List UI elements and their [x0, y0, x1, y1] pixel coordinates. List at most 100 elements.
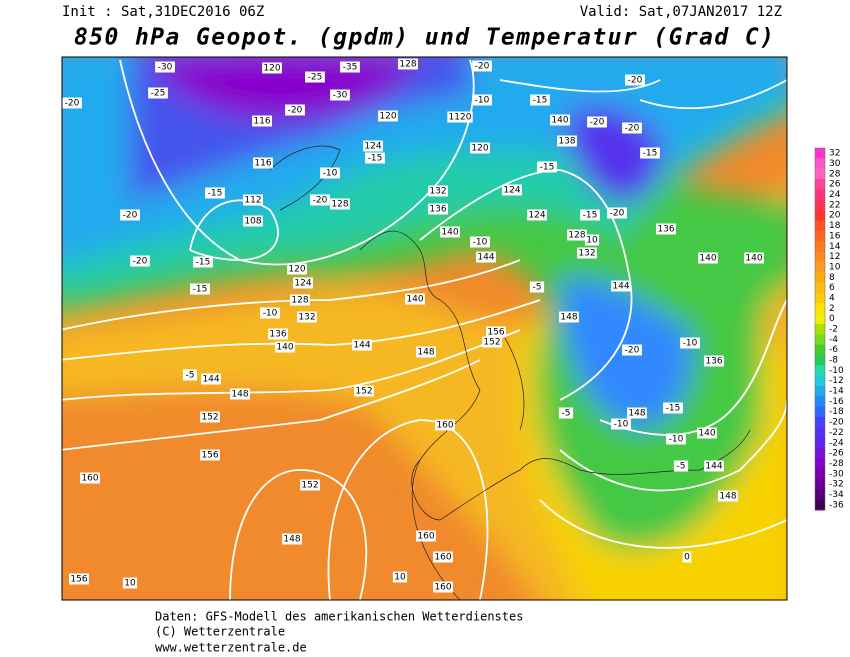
colorbar-swatch	[815, 189, 825, 201]
contour-label: 152	[355, 387, 372, 397]
contour-label-box	[416, 530, 436, 542]
contour-label: -10	[263, 309, 278, 319]
contour-label: 120	[379, 112, 396, 122]
isolines	[62, 59, 787, 600]
contour-label-box	[704, 355, 724, 367]
contour-label-box	[470, 142, 490, 154]
contour-label: 10	[586, 236, 598, 246]
contour-label-box	[378, 110, 398, 122]
colorbar-label: -4	[829, 335, 838, 345]
colorbar-label: -2	[829, 325, 838, 335]
contour-label: -15	[583, 211, 598, 221]
contour-label-box	[182, 369, 198, 381]
contour-label-box	[340, 61, 360, 73]
contour-label-box	[305, 71, 325, 83]
colorbar-swatch	[815, 396, 825, 408]
contour-label: -20	[288, 106, 303, 116]
contour-label: 140	[698, 429, 715, 439]
contour-label: 136	[429, 205, 446, 215]
contour-label: -20	[65, 99, 80, 109]
contour-label-box	[486, 326, 506, 338]
contour-label: 136	[657, 225, 674, 235]
contour-label-box	[663, 402, 683, 414]
footer-source: Daten: GFS-Modell des amerikanischen Wet…	[155, 610, 523, 624]
contour-label-box	[698, 252, 718, 264]
contour-label-box	[287, 263, 307, 275]
colorbar-label: 24	[829, 190, 841, 200]
contour-label-box	[405, 293, 425, 305]
footer-url: www.wetterzentrale.de	[155, 641, 307, 655]
contour-label: -10	[323, 169, 338, 179]
colorbar-label: 30	[829, 159, 841, 169]
init-time: Init : Sat,31DEC2016 06Z	[62, 4, 264, 20]
contour-label-box	[640, 147, 660, 159]
contour-label: 124	[528, 211, 545, 221]
contour-label: 108	[244, 217, 261, 227]
contour-label: -15	[368, 154, 383, 164]
colorbar-swatch	[815, 427, 825, 439]
contour-label: -5	[677, 462, 686, 472]
colorbar-swatch	[815, 251, 825, 263]
contour-label-box	[472, 60, 492, 72]
contour-label: 136	[705, 357, 722, 367]
contour-label: -20	[133, 257, 148, 267]
colorbar-label: 2	[829, 304, 835, 314]
contour-label-box	[447, 111, 473, 123]
contour-label-box	[470, 236, 490, 248]
contour-label: 136	[269, 330, 286, 340]
contour-label-box	[529, 281, 545, 293]
contour-label: 148	[417, 348, 434, 358]
contour-label: 124	[503, 186, 520, 196]
contour-label-box	[320, 167, 340, 179]
contour-label-box	[243, 215, 263, 227]
colorbar-label: 14	[829, 242, 841, 252]
colorbar-label: -32	[829, 480, 844, 490]
contour-label: -10	[473, 238, 488, 248]
colorbar-swatch	[815, 375, 825, 387]
contour-label: -30	[158, 63, 173, 73]
contour-label-box	[680, 337, 700, 349]
contour-label-box	[577, 247, 597, 259]
colorbar-swatch	[815, 292, 825, 304]
contour-label: 152	[301, 481, 318, 491]
contour-label-box	[275, 341, 295, 353]
contour-label-box	[155, 61, 175, 73]
contour-label: 148	[719, 492, 736, 502]
contour-label: 160	[434, 583, 451, 593]
contour-label: 144	[202, 375, 219, 385]
contour-label: 124	[294, 279, 311, 289]
valid-time: Valid: Sat,07JAN2017 12Z	[580, 4, 782, 20]
contour-label-box	[297, 311, 317, 323]
colorbar-label: 10	[829, 262, 841, 272]
contour-label: -10	[614, 420, 629, 430]
contour-label: -15	[208, 189, 223, 199]
contour-label-box	[285, 104, 305, 116]
colorbar-label: 26	[829, 180, 841, 190]
colorbar-swatch	[815, 230, 825, 242]
colorbar-swatch	[815, 478, 825, 490]
contour-label-box	[682, 551, 692, 563]
contour-label-box	[253, 157, 273, 169]
contour-label-box	[584, 234, 600, 246]
contour-label: 132	[429, 187, 446, 197]
contour-label: -35	[343, 63, 358, 73]
contour-label-box	[300, 479, 320, 491]
contour-label: 140	[276, 343, 293, 353]
contour-label-box	[530, 94, 550, 106]
contour-label-box	[148, 87, 168, 99]
contour-label: -20	[590, 118, 605, 128]
contour-label-box	[330, 198, 350, 210]
contour-label: 140	[745, 254, 762, 264]
colorbar-swatch	[815, 220, 825, 232]
contour-label: 160	[436, 421, 453, 431]
map-title: 850 hPa Geopot. (gpdm) und Temperatur (G…	[74, 25, 774, 51]
colorbar-label: -24	[829, 438, 844, 448]
contour-label-box	[200, 449, 220, 461]
colorbar-label: -20	[829, 418, 844, 428]
contour-label-box	[392, 571, 408, 583]
colorbar-swatch	[815, 168, 825, 180]
contour-label-box	[365, 152, 385, 164]
contour-label: 148	[628, 409, 645, 419]
contour-label-box	[527, 209, 547, 221]
